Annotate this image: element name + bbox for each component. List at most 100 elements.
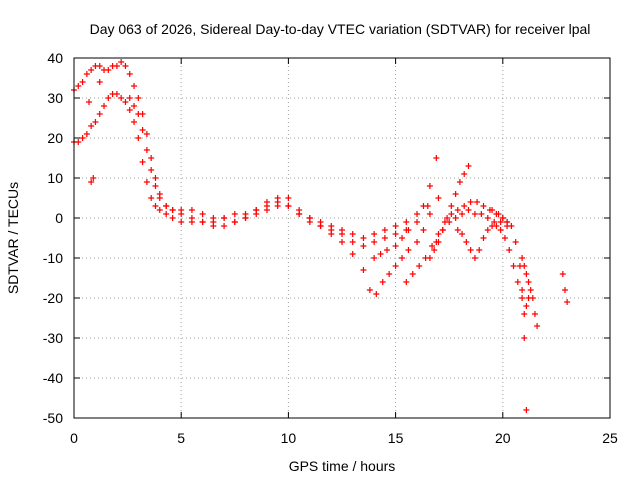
data-point: [433, 239, 440, 245]
data-point: [521, 335, 528, 341]
data-point: [135, 111, 142, 117]
data-point: [493, 223, 500, 229]
data-point: [148, 195, 155, 201]
x-tick-label: 10: [281, 430, 297, 446]
data-point: [444, 215, 451, 221]
data-point: [471, 211, 478, 217]
y-tick-label: -20: [43, 290, 63, 306]
data-point: [452, 191, 459, 197]
data-point: [484, 227, 491, 233]
data-point: [152, 175, 159, 181]
x-tick-label: 20: [495, 430, 511, 446]
series-track-i: [454, 223, 532, 317]
data-point: [131, 119, 138, 125]
y-axis-label: SDTVAR / TECUs: [5, 182, 21, 294]
data-point: [525, 279, 532, 285]
y-tick-labels: -50 -40 -30 -20 -10 0 10 20 30 40: [43, 50, 63, 426]
data-point: [506, 247, 513, 253]
data-point: [448, 203, 455, 209]
data-point: [139, 159, 146, 165]
data-point: [495, 211, 502, 217]
data-point: [148, 167, 155, 173]
data-point: [75, 83, 82, 89]
data-point: [263, 199, 270, 205]
data-point: [92, 119, 99, 125]
data-point: [561, 287, 568, 293]
data-point: [508, 223, 515, 229]
data-point: [497, 227, 504, 233]
data-point: [131, 83, 138, 89]
data-point: [210, 215, 217, 221]
data-point: [126, 71, 133, 77]
data-point: [88, 123, 95, 129]
series-track-e: [373, 211, 433, 297]
data-point: [519, 295, 526, 301]
data-point: [79, 79, 86, 85]
data-point: [360, 267, 367, 273]
data-point: [118, 95, 125, 101]
data-point: [373, 291, 380, 297]
data-point: [491, 219, 498, 225]
data-point: [527, 287, 534, 293]
data-point: [521, 311, 528, 317]
data-point: [231, 211, 238, 217]
data-point: [231, 219, 238, 225]
data-point: [409, 271, 416, 277]
data-point: [426, 211, 433, 217]
data-point: [480, 235, 487, 241]
data-point: [484, 215, 491, 221]
data-point: [435, 231, 442, 237]
data-point: [559, 271, 566, 277]
data-point: [429, 243, 436, 249]
data-point: [371, 239, 378, 245]
data-point: [156, 207, 163, 213]
data-point: [392, 231, 399, 237]
data-point: [163, 211, 170, 217]
data-point: [399, 255, 406, 261]
data-point: [152, 203, 159, 209]
y-tick-label: 20: [47, 130, 63, 146]
data-point: [474, 199, 481, 205]
y-tick-label: -10: [43, 250, 63, 266]
y-tick-label: 0: [55, 210, 63, 226]
data-point: [199, 219, 206, 225]
data-point: [519, 287, 526, 293]
data-point: [471, 255, 478, 261]
data-point: [531, 311, 538, 317]
y-tick-label: -50: [43, 410, 63, 426]
data-point: [439, 227, 446, 233]
data-point: [360, 243, 367, 249]
data-point: [489, 207, 496, 213]
y-tick-label: 30: [47, 90, 63, 106]
x-axis-label: GPS time / hours: [289, 458, 396, 474]
axis-ticks: [73, 57, 611, 419]
data-point: [139, 127, 146, 133]
data-point: [339, 239, 345, 245]
data-point: [392, 263, 399, 269]
data-point: [328, 231, 335, 237]
y-tick-label: -40: [43, 370, 63, 386]
data-point: [463, 239, 470, 245]
data-point: [339, 227, 345, 233]
data-point: [285, 203, 292, 209]
data-point: [178, 219, 185, 225]
x-tick-label: 15: [388, 430, 404, 446]
data-point: [454, 227, 461, 233]
data-point: [188, 207, 195, 213]
data-point: [461, 171, 468, 177]
data-point: [414, 219, 421, 225]
data-point: [420, 227, 427, 233]
data-point: [274, 203, 281, 209]
data-point: [148, 155, 155, 161]
data-point: [371, 231, 378, 237]
data-point: [306, 215, 313, 221]
data-point: [379, 279, 386, 285]
data-point: [381, 227, 388, 233]
data-point: [476, 247, 483, 253]
data-point: [403, 279, 410, 285]
data-point: [253, 211, 260, 217]
data-point: [199, 211, 206, 217]
y-tick-label: 40: [47, 50, 63, 66]
data-point: [510, 263, 517, 269]
